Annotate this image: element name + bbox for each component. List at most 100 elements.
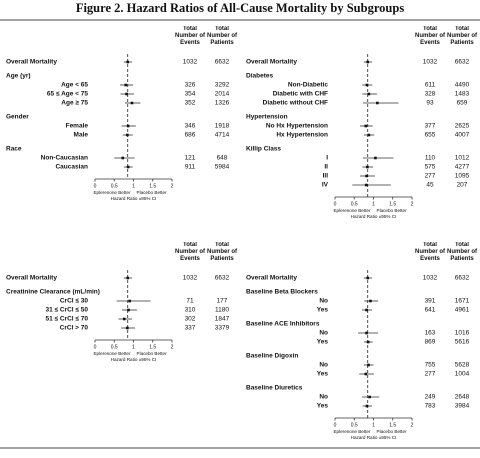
column-header: Total Number of Events [415,242,445,262]
hazard-ratio-point [130,101,134,105]
hazard-ratio-point [367,363,370,367]
subgroup-label: 51 ≤ CrCl ≤ 70 [45,316,88,323]
group-label: Baseline Beta Blockers [246,289,318,296]
events-count: 354 [185,91,196,98]
events-count: 377 [425,123,436,130]
events-count: 71 [186,298,194,305]
group-label: Age (yr) [6,73,31,80]
events-count: 755 [425,362,436,369]
group-label: Hypertension [246,114,288,121]
column-header-text: Total Number of Patients [447,242,477,262]
subgroup-label: Age < 65 [61,82,88,89]
events-count: 310 [185,307,196,314]
patients-count: 1004 [455,371,470,378]
events-count: 783 [425,403,436,410]
x-axis-label: Hazard Ratio ±95% CI [351,214,397,219]
column-header: Total Number of Patients [447,26,477,46]
events-count: 391 [425,298,436,305]
events-count: 655 [425,132,436,139]
hazard-ratio-point [366,165,369,169]
patients-count: 1016 [455,330,470,337]
hazard-ratio-point [126,276,130,280]
patients-count: 177 [217,298,228,305]
group-label: Overall Mortality [6,275,57,282]
hazard-ratio-point [374,156,377,160]
subgroup-label: No [319,330,328,337]
right-direction-label: Placebo Better [377,208,408,213]
x-tick-label: 0 [334,422,337,428]
events-count: 352 [185,100,196,107]
subgroup-label: No Hx Hypertension [266,123,328,130]
events-count: 1032 [423,275,438,282]
x-tick-label: 1 [372,201,375,207]
patients-count: 1847 [215,316,230,323]
hazard-ratio-point [122,317,126,321]
hazard-ratio-point [126,60,130,64]
x-axis-label: Hazard Ratio ±95% CI [111,357,157,362]
x-tick-label: 0.5 [111,183,118,189]
events-count: 163 [425,330,436,337]
column-header: Total Number of Events [175,26,205,46]
hazard-ratio-point [367,133,371,137]
events-count: 93 [426,100,434,107]
x-axis-label: Hazard Ratio ±95% CI [111,196,157,201]
column-header: Total Number of Events [175,242,205,262]
subgroup-label: Yes [317,339,329,346]
column-header-text: Total Number of Patients [207,26,237,46]
group-label: Killip Class [246,146,281,153]
hazard-ratio-point [366,60,370,64]
subgroup-label: CrCl ≤ 30 [60,298,89,305]
events-count: 575 [425,164,436,171]
subgroup-label: Male [74,132,89,139]
subgroup-label: 31 ≤ CrCl ≤ 50 [45,307,88,314]
hazard-ratio-point [365,404,369,408]
events-count: 911 [185,164,196,171]
x-tick-label: 0.5 [351,422,358,428]
patients-count: 4714 [215,132,230,139]
column-header: Total Number of Patients [447,242,477,262]
events-count: 328 [425,91,436,98]
patients-count: 4490 [455,82,470,89]
patients-count: 3379 [215,325,230,332]
patients-count: 1326 [215,100,230,107]
right-direction-label: Placebo Better [377,429,408,434]
column-header-text: Total Number of Patients [447,26,477,46]
hazard-ratio-point [366,340,370,344]
hazard-ratio-point [364,372,368,376]
hazard-ratio-point [126,124,130,128]
hazard-ratio-point [364,124,368,128]
hazard-ratio-point [128,299,131,303]
subgroup-label: Age ≥ 75 [61,100,88,107]
hazard-ratio-point [126,165,130,169]
subgroup-label: II [324,164,328,171]
x-tick-label: 2 [411,201,414,207]
events-count: 249 [425,394,436,401]
events-count: 1032 [423,59,438,66]
subgroup-label: Diabetic without CHF [263,100,328,107]
patients-count: 1671 [455,298,470,305]
patients-count: 5984 [215,164,230,171]
patients-count: 6632 [215,275,230,282]
subgroup-label: 65 ≤ Age < 75 [47,91,88,98]
figure-title: Figure 2. Hazard Ratios of All-Cause Mor… [76,1,405,15]
patients-count: 648 [217,155,228,162]
subgroup-label: Caucasian [55,164,88,171]
hazard-ratio-point [365,83,369,87]
column-header-text: Total Number of Events [175,242,205,262]
hazard-ratio-point [364,183,368,187]
left-direction-label: Eplerenone Better [93,190,131,195]
group-label: Creatinine Clearance (mL/min) [6,289,100,296]
group-label: Overall Mortality [246,275,297,282]
patients-count: 6632 [215,59,230,66]
subgroup-label: No [319,362,328,369]
x-tick-label: 1.5 [149,183,156,189]
subgroup-label: No [319,394,328,401]
hazard-ratio-point [126,326,129,330]
patients-count: 5628 [455,362,470,369]
subgroup-label: Female [66,123,89,130]
hazard-ratio-point [121,156,125,160]
